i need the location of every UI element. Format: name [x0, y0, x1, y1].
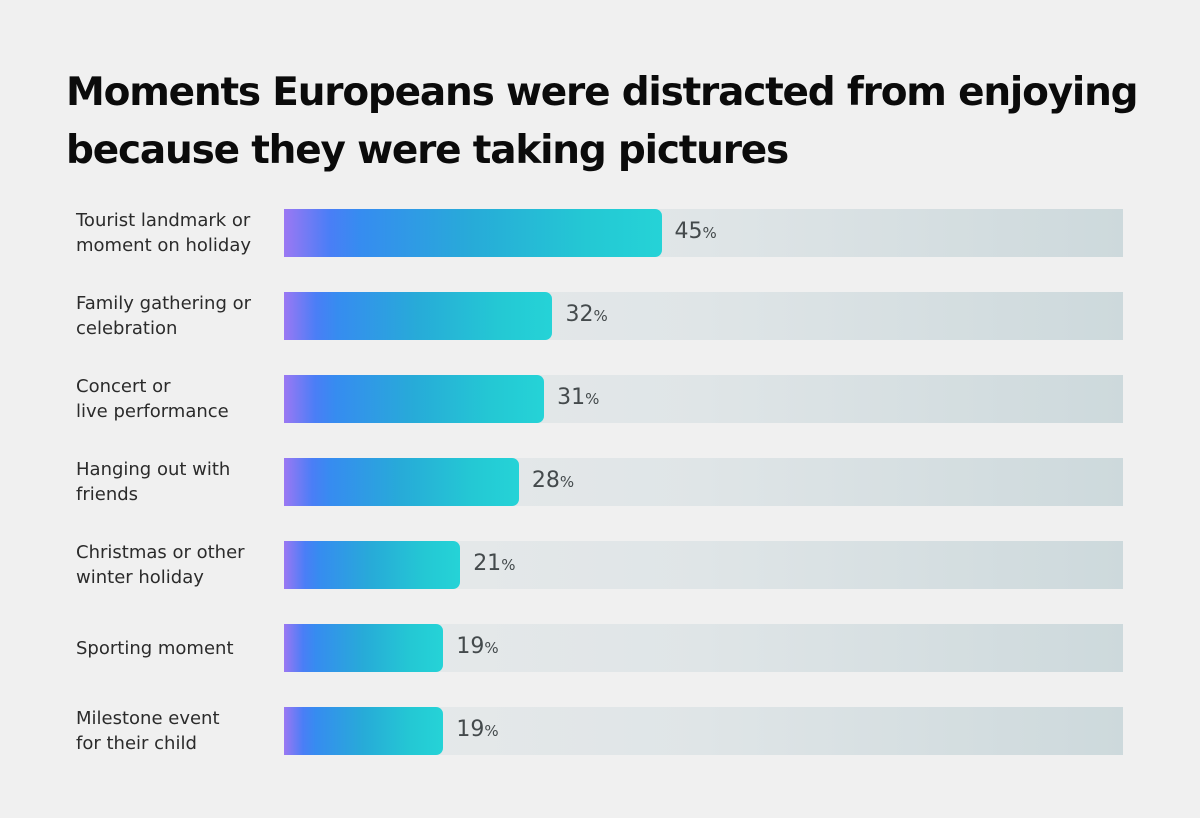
bar-row: Concert or live performance 31%: [0, 375, 1200, 423]
data-label: 19%: [456, 634, 498, 659]
category-label: Milestone event for their child: [76, 708, 220, 754]
percent-suffix: %: [585, 390, 600, 408]
data-label: 32%: [565, 302, 607, 327]
bar-track: 19%: [284, 624, 1123, 672]
category-label: Hanging out with friends: [76, 459, 231, 505]
data-value: 21: [473, 551, 502, 576]
bar: [284, 375, 545, 423]
percent-suffix: %: [593, 307, 608, 325]
data-value: 31: [557, 385, 586, 410]
percent-suffix: %: [484, 722, 499, 740]
data-label: 19%: [456, 717, 498, 742]
bar-row: Milestone event for their child 19%: [0, 707, 1200, 755]
bar: [284, 458, 519, 506]
bar-track: 21%: [284, 541, 1123, 589]
data-value: 19: [456, 634, 485, 659]
bar-track: 32%: [284, 292, 1123, 340]
data-label: 28%: [532, 468, 574, 493]
data-value: 45: [674, 219, 703, 244]
bar: [284, 707, 444, 755]
data-value: 32: [565, 302, 594, 327]
bar-row: Hanging out with friends 28%: [0, 458, 1200, 506]
category-label: Christmas or other winter holiday: [76, 542, 245, 588]
data-label: 21%: [473, 551, 515, 576]
data-value: 19: [456, 717, 485, 742]
bar-row: Sporting moment 19%: [0, 624, 1200, 672]
bar: [284, 541, 461, 589]
percent-suffix: %: [484, 639, 499, 657]
bar-track: 28%: [284, 458, 1123, 506]
bar-track: 31%: [284, 375, 1123, 423]
category-label: Sporting moment: [76, 638, 234, 659]
bar-row: Tourist landmark or moment on holiday 45%: [0, 209, 1200, 257]
category-label: Concert or live performance: [76, 376, 229, 422]
bar-row: Christmas or other winter holiday 21%: [0, 541, 1200, 589]
bar: [284, 209, 662, 257]
bar-track: 19%: [284, 707, 1123, 755]
bar-row: Family gathering or celebration 32%: [0, 292, 1200, 340]
percent-suffix: %: [702, 224, 717, 242]
data-label: 45%: [675, 219, 717, 244]
data-label: 31%: [557, 385, 599, 410]
data-value: 28: [531, 468, 560, 493]
category-label: Family gathering or celebration: [76, 293, 252, 339]
percent-suffix: %: [559, 473, 575, 491]
percent-suffix: %: [501, 556, 516, 574]
bar-track: 45%: [284, 209, 1123, 257]
bar: [284, 624, 444, 672]
chart-title: Moments Europeans were distracted from e…: [66, 70, 1139, 173]
category-label: Tourist landmark or moment on holiday: [76, 210, 252, 256]
bar: [284, 292, 553, 340]
